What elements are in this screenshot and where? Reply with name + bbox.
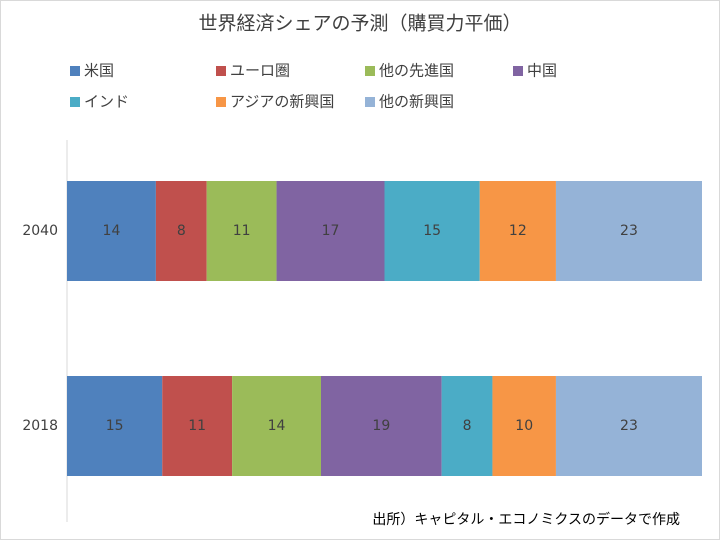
bar-segment bbox=[155, 181, 207, 281]
bar-segment bbox=[232, 376, 321, 476]
bar-segment bbox=[555, 181, 702, 281]
legend-swatch bbox=[365, 66, 375, 76]
legend-swatch bbox=[513, 66, 523, 76]
legend-label: アジアの新興国 bbox=[230, 93, 334, 111]
data-label: 11 bbox=[188, 418, 206, 434]
bar-segment bbox=[492, 376, 556, 476]
legend-label: 他の新興国 bbox=[379, 93, 454, 111]
bar-segment bbox=[206, 181, 277, 281]
data-label: 23 bbox=[620, 418, 638, 434]
legend-label: 米国 bbox=[84, 62, 114, 80]
legend-swatch bbox=[216, 66, 226, 76]
data-label: 23 bbox=[620, 223, 638, 239]
data-label: 17 bbox=[322, 223, 340, 239]
legend-swatch bbox=[216, 97, 226, 107]
data-label: 8 bbox=[177, 223, 186, 239]
bar-segment bbox=[162, 376, 233, 476]
legend-swatch bbox=[70, 97, 80, 107]
legend-label: 中国 bbox=[527, 62, 557, 80]
data-label: 12 bbox=[509, 223, 527, 239]
bar-segment bbox=[321, 376, 442, 476]
bar-segment bbox=[555, 376, 702, 476]
data-label: 15 bbox=[106, 418, 124, 434]
legend-label: ユーロ圏 bbox=[230, 62, 290, 80]
data-label: 14 bbox=[268, 418, 286, 434]
data-label: 14 bbox=[103, 223, 121, 239]
bar-segment bbox=[384, 181, 480, 281]
legend-label: インド bbox=[84, 93, 129, 111]
data-label: 19 bbox=[372, 418, 390, 434]
y-tick-label: 2040 bbox=[22, 223, 58, 239]
data-label: 10 bbox=[515, 418, 533, 434]
bar-segment bbox=[441, 376, 493, 476]
source-note: 出所）キャピタル・エコノミクスのデータで作成 bbox=[372, 511, 680, 528]
data-label: 15 bbox=[423, 223, 441, 239]
chart-title: 世界経済シェアの予測（購買力平価） bbox=[198, 13, 521, 35]
legend-swatch bbox=[70, 66, 80, 76]
data-label: 11 bbox=[233, 223, 251, 239]
y-tick-label: 2018 bbox=[22, 418, 58, 434]
bar-segment bbox=[67, 181, 156, 281]
legend-swatch bbox=[365, 97, 375, 107]
bar-segment bbox=[479, 181, 556, 281]
bar-segment bbox=[67, 376, 163, 476]
legend-label: 他の先進国 bbox=[379, 62, 454, 80]
bar-segment bbox=[276, 181, 385, 281]
data-label: 8 bbox=[463, 418, 472, 434]
